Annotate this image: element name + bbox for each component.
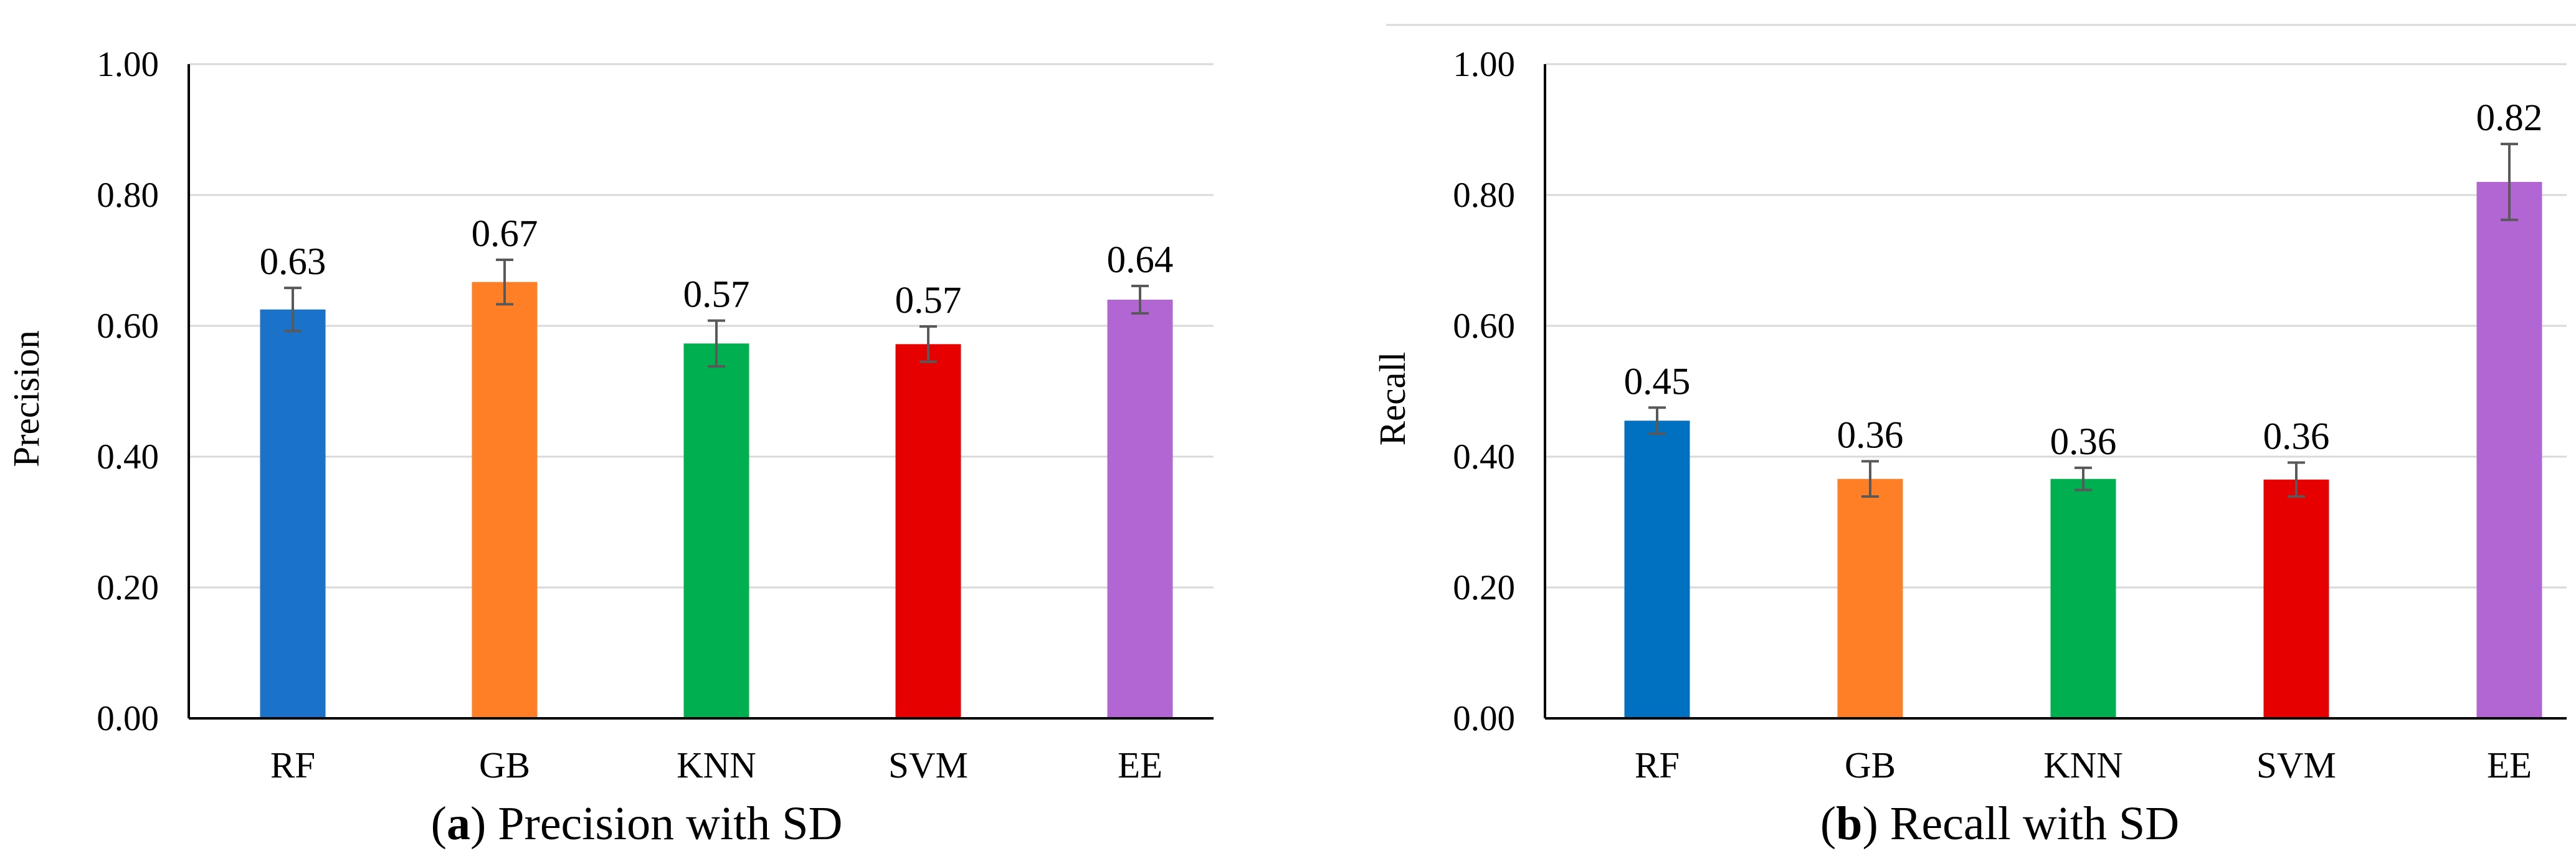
data-label-gb: 0.36: [1837, 414, 1904, 456]
x-tick-label-gb: GB: [1845, 744, 1896, 786]
data-label-knn: 0.57: [683, 274, 750, 316]
bar-rf: [260, 309, 326, 718]
chart-panel-b: Recall 0.00 0.20 0.40 0.60 0.80 1.00 0.45 0.36…: [1372, 45, 2567, 850]
y-tick-label: 1.00: [1453, 45, 1515, 84]
x-tick-label-rf: RF: [1635, 744, 1680, 786]
category-labels: RF GB KNN SVM EE: [270, 744, 1162, 786]
panel-caption: (b) Recall with SD: [1820, 797, 2179, 850]
data-label-rf: 0.63: [260, 241, 326, 283]
x-tick-label-ee: EE: [1118, 744, 1162, 786]
gridlines: [1545, 63, 2567, 589]
error-bars: [284, 258, 1149, 368]
y-tick-labels: 0.00 0.20 0.40 0.60 0.80 1.00: [97, 45, 159, 738]
y-tick-label: 0.60: [1453, 307, 1515, 346]
bar-svm: [895, 344, 961, 718]
bar-knn: [2050, 478, 2116, 718]
data-label-rf: 0.45: [1624, 361, 1691, 402]
caption-letter: b: [1836, 797, 1862, 850]
bar-gb: [472, 282, 538, 718]
data-label-svm: 0.36: [2263, 416, 2330, 457]
chart-panel-a: Precision 0.000.200.400.600.801.00 0.630…: [6, 45, 1214, 850]
bars: [1624, 182, 2542, 718]
x-tick-label-svm: SVM: [888, 744, 968, 786]
y-tick-label: 0.20: [97, 568, 159, 607]
y-tick-label: 0.80: [97, 176, 159, 215]
bar-svm: [2263, 479, 2329, 718]
data-label-gb: 0.67: [472, 213, 538, 255]
caption-text: ) Recall with SD: [1862, 797, 2179, 850]
x-tick-label-knn: KNN: [677, 744, 756, 786]
y-tick-label: 0.40: [1453, 437, 1515, 477]
caption-letter: a: [447, 797, 470, 850]
x-tick-label-svm: SVM: [2256, 744, 2336, 786]
data-label-ee: 0.64: [1107, 239, 1174, 281]
y-tick-label: 0.40: [97, 437, 159, 477]
data-label-knn: 0.36: [2050, 421, 2117, 463]
bars: [260, 282, 1173, 718]
y-tick-labels: 0.00 0.20 0.40 0.60 0.80 1.00: [1453, 45, 1515, 738]
bar-ee: [1107, 300, 1173, 718]
y-axis-label: Precision: [6, 330, 47, 467]
x-tick-label-ee: EE: [2487, 744, 2532, 786]
data-labels: 0.45 0.36 0.36 0.36 0.82: [1624, 97, 2543, 463]
bar-gb: [1837, 478, 1903, 718]
data-label-ee: 0.82: [2476, 97, 2543, 139]
error-bars: [1648, 143, 2518, 498]
x-tick-label-knn: KNN: [2043, 744, 2123, 786]
panel-caption: (a) Precision with SD: [431, 797, 843, 850]
caption-open-paren: (: [1820, 797, 1836, 850]
data-labels: 0.63 0.67 0.57 0.57 0.64: [260, 213, 1174, 321]
bar-rf: [1624, 421, 1690, 718]
bar-ee: [2476, 182, 2542, 718]
y-tick-label: 0.20: [1453, 568, 1515, 607]
x-tick-label-rf: RF: [270, 744, 315, 786]
caption-text: ) Precision with SD: [470, 797, 842, 850]
y-tick-label: 0.00: [1453, 699, 1515, 738]
y-axis-label: Recall: [1372, 352, 1413, 446]
x-tick-label-gb: GB: [479, 744, 530, 786]
caption-open-paren: (: [431, 797, 447, 850]
category-labels: RF GB KNN SVM EE: [1635, 744, 2532, 786]
y-tick-label: 1.00: [97, 45, 159, 84]
bar-knn: [683, 343, 749, 718]
y-tick-label: 0.80: [1453, 176, 1515, 215]
y-tick-label: 0.60: [97, 307, 159, 346]
data-label-svm: 0.57: [895, 280, 962, 321]
y-tick-label: 0.00: [97, 699, 159, 738]
